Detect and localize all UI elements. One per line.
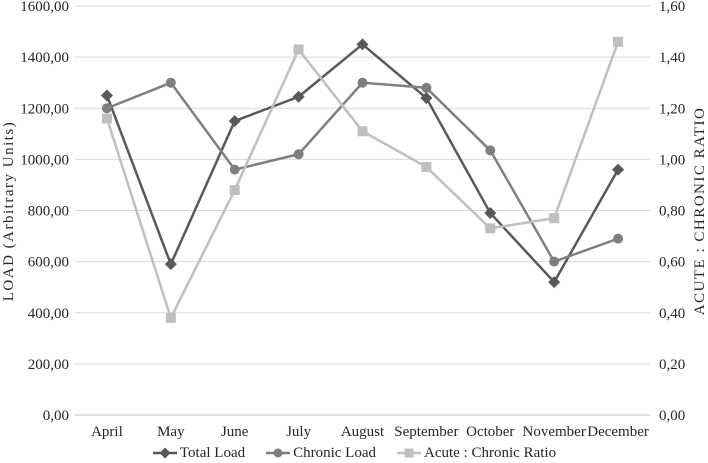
legend-label: Acute : Chronic Ratio xyxy=(424,444,557,461)
legend: Total Load Chronic Load Acute : Chronic … xyxy=(0,443,708,463)
series-lines xyxy=(100,36,625,323)
right-axis-tick: 1,20 xyxy=(659,101,685,117)
x-axis-label: September xyxy=(394,424,458,440)
right-axis-tick: 1,00 xyxy=(659,152,685,168)
x-axis-label: May xyxy=(157,424,185,440)
left-axis-tick: 800,00 xyxy=(28,204,69,220)
right-axis-tick: 1,40 xyxy=(659,50,685,66)
x-axis-label: November xyxy=(523,424,586,440)
legend-item-total-load: Total Load xyxy=(152,445,245,462)
series-chronic-load xyxy=(101,77,624,267)
x-axis-label: June xyxy=(221,424,249,440)
legend-label: Chronic Load xyxy=(293,444,377,461)
series-total-load xyxy=(100,38,625,289)
legend-label: Total Load xyxy=(179,444,246,461)
legend-item-acute-chronic-ratio: Acute : Chronic Ratio xyxy=(396,445,556,462)
left-axis-tick: 0,00 xyxy=(43,408,69,424)
legend-item-chronic-load: Chronic Load xyxy=(265,445,376,462)
x-axis-label: July xyxy=(286,424,312,440)
x-axis-label: December xyxy=(587,424,649,440)
right-axis-tick: 0,60 xyxy=(659,255,685,271)
left-axis-tick: 1000,00 xyxy=(20,152,69,168)
x-axis-label: April xyxy=(91,424,123,440)
left-axis-tick: 1600,00 xyxy=(20,0,69,15)
x-axis-category-labels: April May June July August September October No… xyxy=(91,424,649,440)
left-axis-tick-labels: 1600,00 1400,00 1200,00 1000,00 800,00 600,00… xyxy=(20,0,69,424)
left-axis-tick: 600,00 xyxy=(28,255,69,271)
right-axis-tick: 0,20 xyxy=(659,357,685,373)
left-axis-title: LOAD (Arbitrary Units) xyxy=(1,121,17,301)
total-load-diamond-marker-icon xyxy=(152,447,177,459)
right-axis-tick-labels: 1,60 1,40 1,20 1,00 0,80 0,60 0,40 0,20 0,00 xyxy=(659,0,685,424)
acute-chronic-ratio-square-marker-icon xyxy=(397,448,422,458)
series-acute-chronic-ratio xyxy=(101,36,624,323)
right-axis-tick: 0,00 xyxy=(659,408,685,424)
right-axis-tick: 0,40 xyxy=(659,306,685,322)
right-axis-title: ACUTE : CHRONIC RATIO xyxy=(692,107,708,316)
left-axis-tick: 1400,00 xyxy=(20,50,69,66)
right-axis-tick: 1,60 xyxy=(659,0,685,15)
chronic-load-circle-marker-icon xyxy=(266,448,291,458)
gridlines xyxy=(75,5,650,416)
left-axis-tick: 1200,00 xyxy=(20,101,69,117)
x-axis-label: October xyxy=(466,424,514,440)
left-axis-tick: 200,00 xyxy=(28,357,69,373)
x-axis-label: August xyxy=(341,424,385,440)
left-axis-tick: 400,00 xyxy=(28,306,69,322)
right-axis-tick: 0,80 xyxy=(659,204,685,220)
